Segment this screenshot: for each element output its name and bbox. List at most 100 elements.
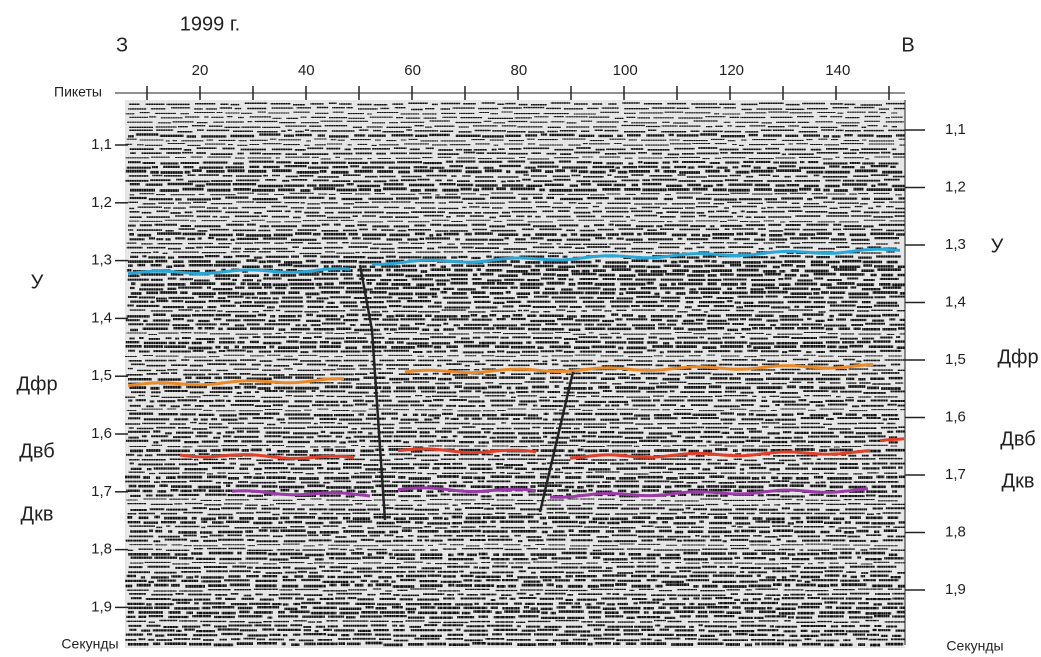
trace-line bbox=[265, 99, 268, 649]
trace-line bbox=[430, 99, 433, 649]
trace-line bbox=[167, 99, 169, 649]
trace-line bbox=[848, 99, 850, 649]
left-tick-label: 1,7 bbox=[91, 483, 112, 500]
trace-line bbox=[347, 99, 350, 649]
trace-line bbox=[250, 99, 253, 649]
right-tick-label: 1,7 bbox=[945, 466, 966, 483]
trace-line bbox=[248, 99, 250, 649]
left-tick-label: 1,9 bbox=[91, 598, 112, 615]
trace-line bbox=[781, 99, 783, 649]
trace-line bbox=[304, 99, 306, 649]
seismic-trace bbox=[128, 435, 898, 439]
trace-line bbox=[516, 99, 519, 649]
trace-line bbox=[154, 99, 157, 649]
fault-line bbox=[538, 371, 575, 513]
trace-line bbox=[210, 99, 213, 649]
trace-line bbox=[222, 99, 224, 649]
trace-line bbox=[765, 99, 767, 649]
trace-line bbox=[301, 99, 304, 649]
trace-line bbox=[802, 99, 805, 649]
trace-line bbox=[333, 99, 335, 649]
trace-line bbox=[846, 99, 849, 649]
trace-line bbox=[536, 99, 538, 649]
trace-line bbox=[753, 99, 755, 649]
horizon-line bbox=[127, 267, 351, 276]
trace-line bbox=[606, 99, 609, 649]
right-horizon-label: Двб bbox=[1000, 428, 1035, 450]
trace-line bbox=[318, 99, 320, 649]
trace-line bbox=[441, 99, 443, 649]
top-axis-label: Пикеты bbox=[54, 84, 102, 100]
left-horizon-label: Дфр bbox=[16, 373, 57, 395]
trace-line bbox=[786, 99, 788, 649]
trace-line bbox=[808, 99, 810, 649]
trace-line bbox=[131, 99, 133, 649]
trace-line bbox=[560, 99, 562, 649]
trace-line bbox=[809, 99, 812, 649]
left-tick-label: 1,3 bbox=[91, 252, 112, 269]
trace-line bbox=[313, 99, 315, 649]
left-horizon-label: Дкв bbox=[21, 503, 54, 525]
trace-line bbox=[645, 99, 647, 649]
trace-line bbox=[514, 99, 517, 649]
trace-line bbox=[364, 99, 366, 649]
trace-line bbox=[438, 99, 440, 649]
trace-line bbox=[138, 99, 140, 649]
trace-line bbox=[277, 99, 279, 649]
trace-line bbox=[356, 99, 358, 649]
trace-line bbox=[397, 99, 400, 649]
trace-line bbox=[548, 99, 550, 649]
right-horizon-label: Дфр bbox=[997, 346, 1038, 368]
seismic-trace bbox=[128, 376, 903, 381]
trace-line bbox=[856, 99, 858, 649]
trace-line bbox=[534, 99, 537, 649]
trace-line bbox=[779, 99, 781, 649]
trace-line bbox=[532, 99, 534, 649]
trace-line bbox=[481, 99, 483, 649]
fault-line bbox=[358, 264, 387, 521]
horizon-line bbox=[231, 489, 371, 498]
trace-line bbox=[226, 99, 229, 649]
right-horizon-label: Дкв bbox=[1002, 470, 1035, 492]
trace-line bbox=[735, 99, 737, 649]
seismic-trace bbox=[126, 614, 905, 620]
trace-line bbox=[675, 99, 677, 649]
seismic-trace bbox=[125, 632, 902, 637]
trace-line bbox=[877, 99, 879, 649]
top-tick-label: 40 bbox=[298, 62, 315, 79]
trace-line bbox=[862, 99, 865, 649]
trace-line bbox=[829, 99, 831, 649]
right-tick-label: 1,6 bbox=[945, 408, 966, 425]
trace-line bbox=[577, 99, 579, 649]
trace-line bbox=[297, 99, 299, 649]
trace-line bbox=[640, 99, 642, 649]
seismic-trace bbox=[125, 583, 905, 588]
trace-line bbox=[826, 99, 829, 649]
trace-line bbox=[270, 99, 273, 649]
trace-line bbox=[825, 99, 827, 649]
left-axis-label: Секунды bbox=[61, 636, 118, 652]
trace-line bbox=[586, 99, 589, 649]
seismic-trace bbox=[128, 398, 905, 404]
trace-line bbox=[875, 99, 877, 649]
trace-line bbox=[500, 99, 502, 649]
trace-line bbox=[489, 99, 491, 649]
horizon-line bbox=[371, 247, 901, 266]
trace-line bbox=[272, 99, 274, 649]
trace-line bbox=[642, 99, 645, 649]
trace-line bbox=[743, 99, 745, 649]
horizon-line bbox=[549, 487, 869, 499]
trace-line bbox=[738, 99, 740, 649]
trace-line bbox=[233, 99, 236, 649]
top-tick-label: 20 bbox=[192, 62, 209, 79]
trace-line bbox=[656, 99, 658, 649]
trace-line bbox=[476, 99, 478, 649]
trace-line bbox=[217, 99, 219, 649]
horizon-line bbox=[127, 377, 344, 388]
trace-line bbox=[255, 99, 257, 649]
trace-line bbox=[880, 99, 882, 649]
east-label: В bbox=[901, 34, 914, 56]
trace-line bbox=[634, 99, 637, 649]
seismic-trace bbox=[128, 106, 905, 111]
